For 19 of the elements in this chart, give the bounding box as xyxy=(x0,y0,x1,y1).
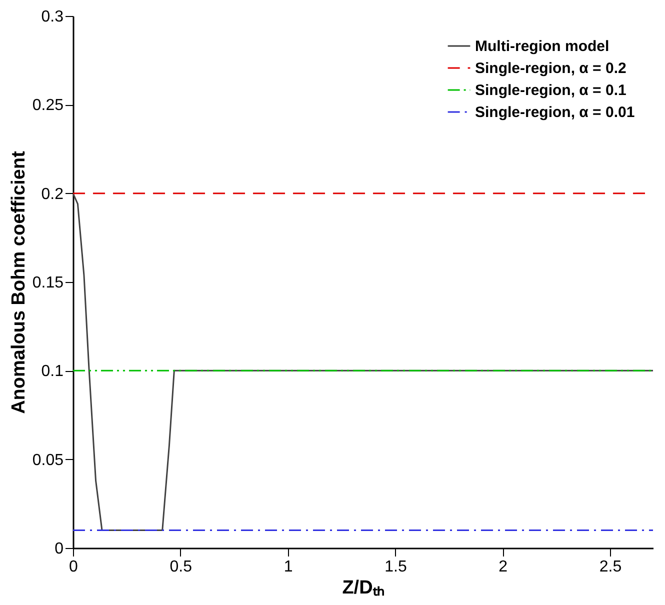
y-tick-label: 0.05 xyxy=(32,452,64,469)
x-tick-label: 0 xyxy=(69,558,78,576)
x-tick-label: 1 xyxy=(284,558,293,576)
x-tick-label: 2.5 xyxy=(599,558,622,576)
x-axis-title: Z/Dₜₕ xyxy=(342,578,385,598)
legend-label: Single-region, α = 0.1 xyxy=(475,82,626,99)
y-axis-title: Anomalous Bohm coefficient xyxy=(8,150,30,414)
legend-label: Single-region, α = 0.2 xyxy=(475,60,626,77)
x-tick-label: 0.5 xyxy=(170,558,192,576)
y-tick-label: 0.1 xyxy=(41,363,64,380)
y-tick-label: 0.25 xyxy=(32,97,64,114)
legend-label: Single-region, α = 0.01 xyxy=(475,104,635,121)
x-tick-label: 2 xyxy=(498,558,508,576)
y-tick-label: 0.3 xyxy=(41,8,64,26)
x-tick-label: 1.5 xyxy=(384,558,407,576)
legend-label: Multi-region model xyxy=(475,38,610,55)
y-tick-label: 0.15 xyxy=(32,274,64,292)
y-tick-label: 0 xyxy=(54,540,64,558)
y-tick-label: 0.2 xyxy=(41,186,64,203)
